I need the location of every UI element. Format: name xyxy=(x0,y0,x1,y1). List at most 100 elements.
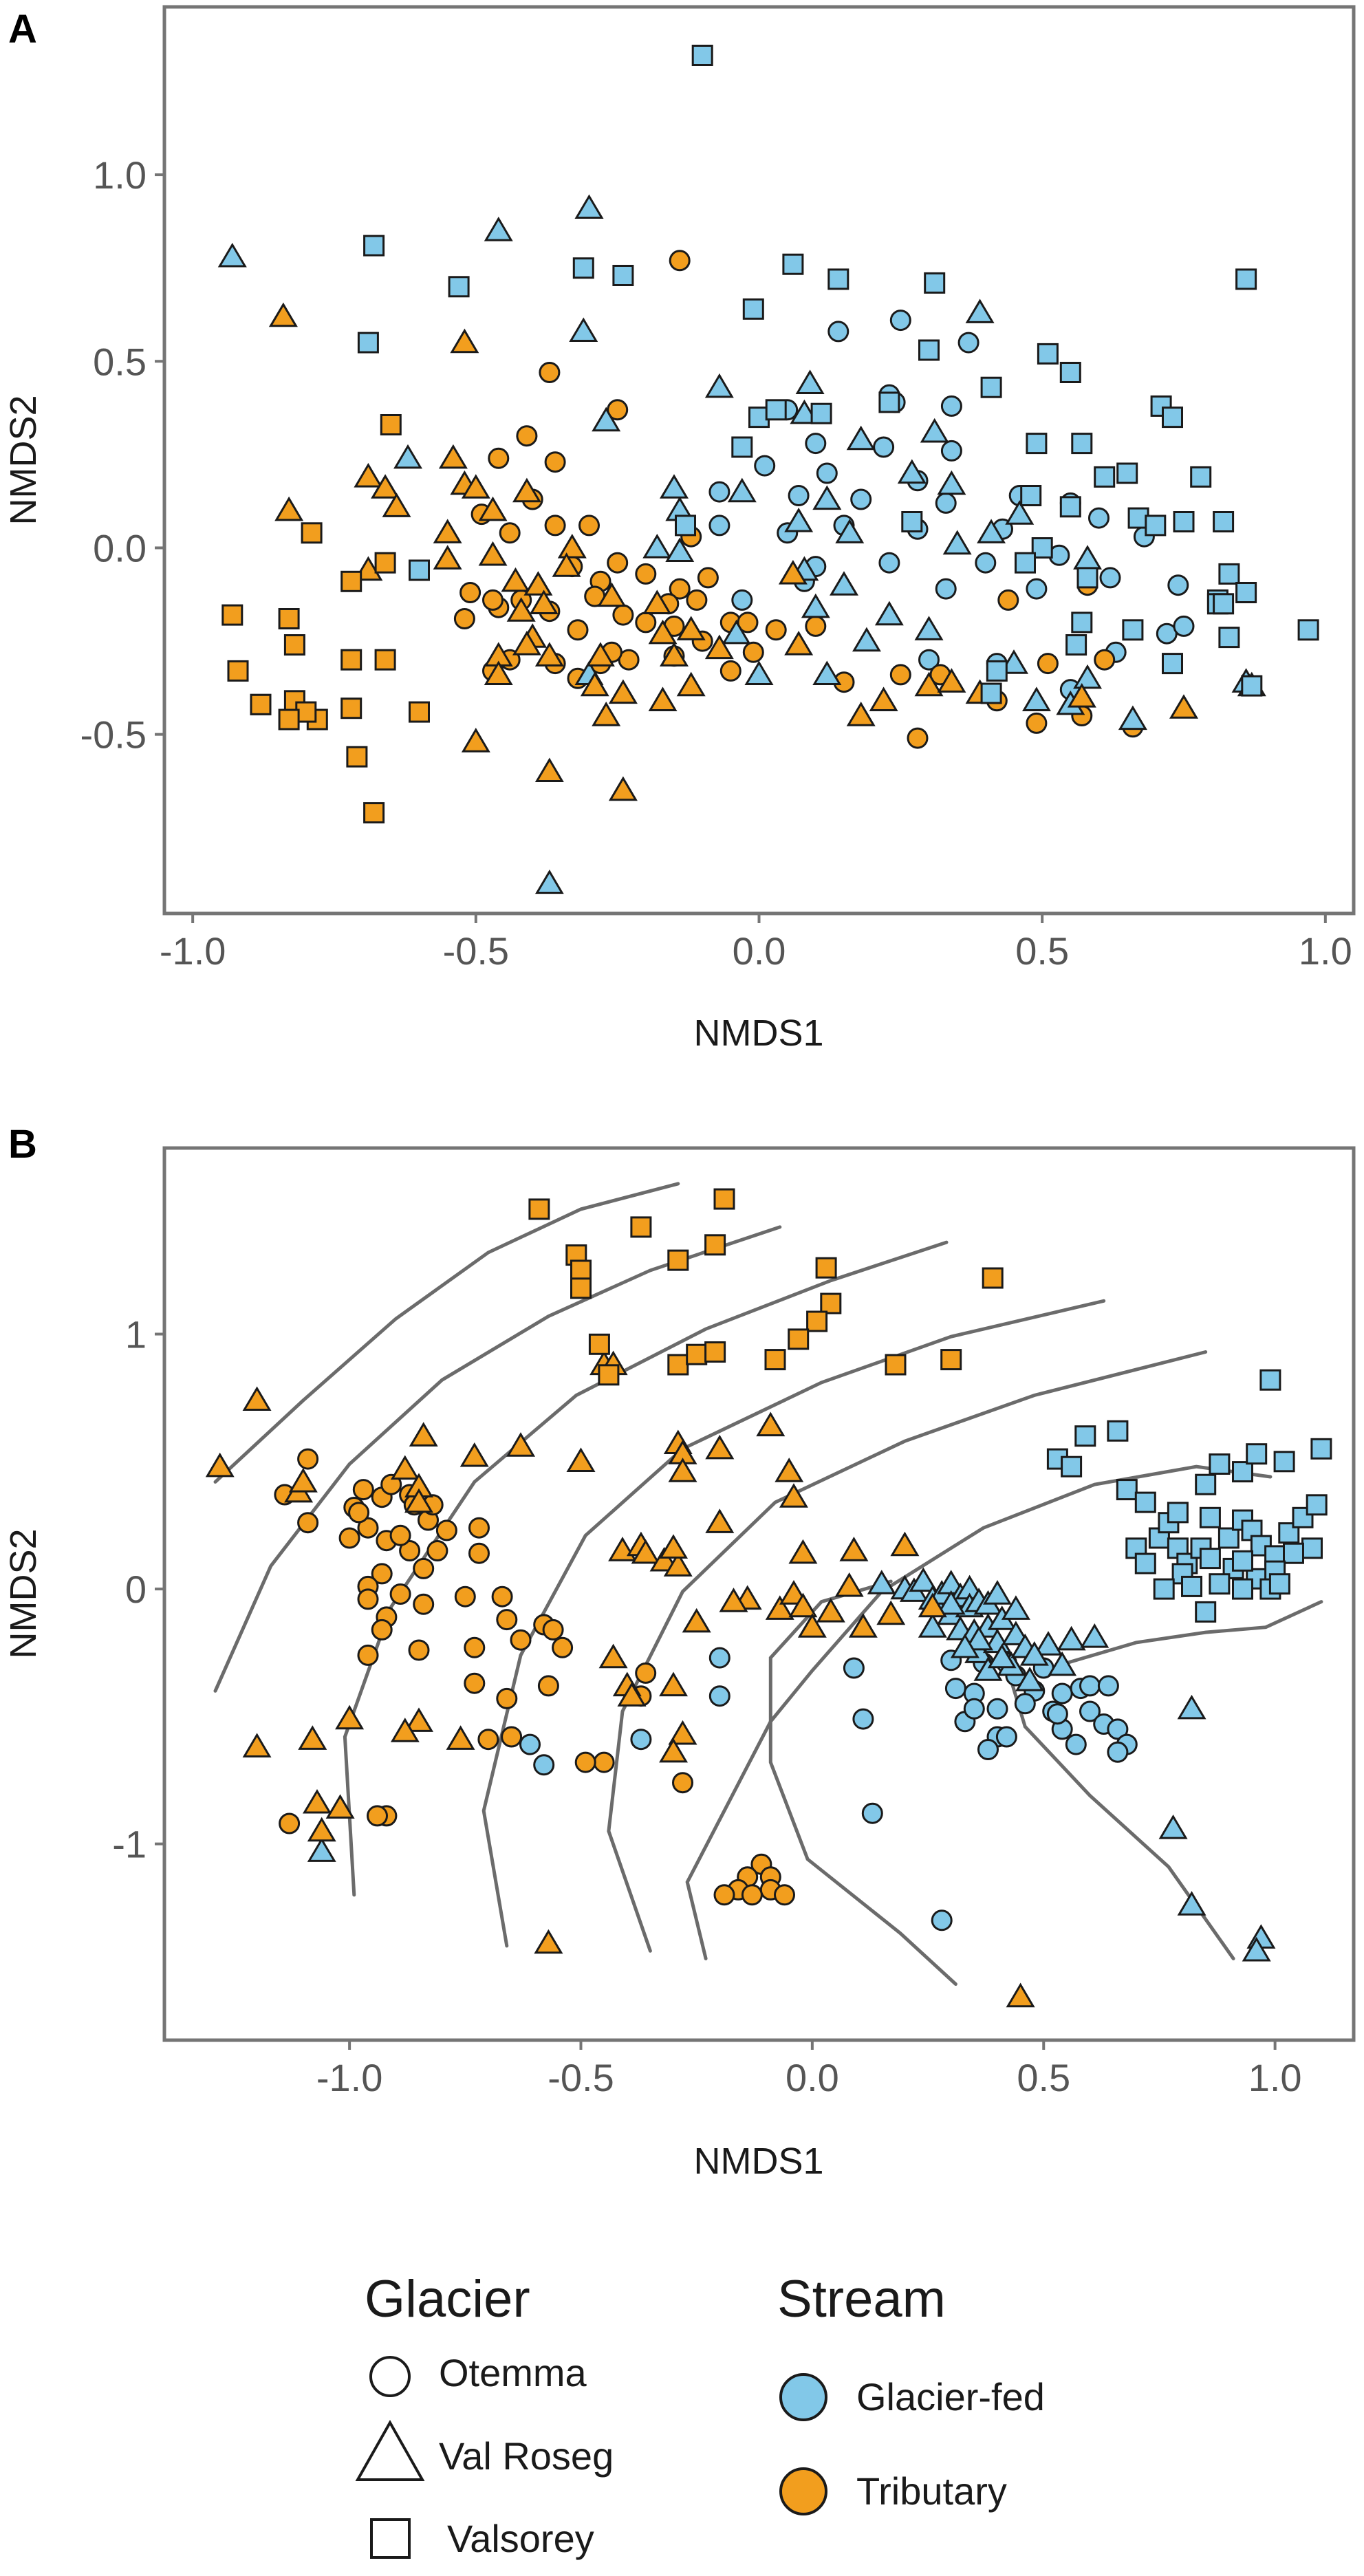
legend-glacier-title: Glacier xyxy=(365,2270,530,2328)
panel-a-square-point xyxy=(675,515,696,537)
panel-b-square-point xyxy=(1195,1601,1217,1623)
panel-b-square-point xyxy=(1259,1369,1281,1391)
panel-a-triangle-point xyxy=(914,616,944,640)
panel-b-triangle-point xyxy=(1048,1651,1077,1676)
panel-b-triangle-point xyxy=(918,1613,947,1638)
panel-b-triangle-point xyxy=(534,1929,563,1954)
panel-b-plot-frame xyxy=(162,1146,1356,2042)
panel-a-triangle-point xyxy=(829,571,859,596)
panel-a-triangle-point xyxy=(801,593,830,618)
panel-a-triangle-point xyxy=(371,474,400,499)
panel-a-circle-point xyxy=(516,425,538,447)
panel-a-triangle-point xyxy=(914,671,944,697)
panel-a-triangle-point xyxy=(795,369,825,394)
panel-a-square-point xyxy=(742,298,764,320)
panel-a-triangle-point xyxy=(354,462,383,488)
panel-b-triangle-point xyxy=(705,1434,735,1460)
panel-a-letter: A xyxy=(8,7,37,52)
panel-a-circle-point xyxy=(635,611,657,634)
panel-a-square-point xyxy=(346,746,368,768)
legend-glacier-fed-swatch xyxy=(779,2373,827,2421)
panel-a-square-point xyxy=(810,402,832,424)
legend-otemma-label: Otemma xyxy=(439,2351,587,2394)
panel-b-triangle-point xyxy=(834,1572,864,1597)
panel-a-triangle-point xyxy=(1073,545,1103,570)
panel-b-y-tick-label: 1 xyxy=(125,1313,147,1356)
panel-a-circle-point xyxy=(940,440,962,462)
panel-a-square-point xyxy=(1071,611,1093,634)
panel-a-square-point xyxy=(1094,466,1116,488)
panel-b-triangle-point xyxy=(1015,1667,1045,1691)
panel-a-square-point xyxy=(1015,552,1036,574)
panel-a-circle-point xyxy=(635,563,657,585)
panel-b-x-axis-label: NMDS1 xyxy=(693,2141,823,2182)
panel-b-square-point xyxy=(885,1354,907,1376)
panel-b-circle-point xyxy=(477,1729,499,1751)
panel-b-triangle-point xyxy=(598,1643,628,1669)
panel-a-triangle-point xyxy=(512,477,541,503)
panel-a-circle-point xyxy=(827,321,849,343)
panel-b-triangle-point xyxy=(1019,1641,1049,1666)
panel-a-square-point xyxy=(986,660,1008,682)
panel-b-triangle-point xyxy=(390,1455,420,1480)
panel-b-square-point xyxy=(788,1328,810,1350)
panel-a-triangle-point xyxy=(574,194,604,219)
panel-b-square-point xyxy=(1268,1573,1290,1595)
panel-b-triangle-point xyxy=(867,1570,896,1594)
panel-a-circle-point xyxy=(805,615,827,637)
panel-a-triangle-point xyxy=(501,567,530,592)
panel-b-circle-point xyxy=(542,1619,564,1641)
panel-b-square-point xyxy=(1134,1491,1156,1513)
panel-b-triangle-point xyxy=(950,1633,979,1658)
panel-b-triangle-point xyxy=(307,1817,336,1842)
panel-a-circle-point xyxy=(1099,567,1121,589)
panel-a-triangle-point xyxy=(812,485,842,510)
panel-b-square-point xyxy=(1273,1451,1295,1473)
panel-b-circle-point xyxy=(297,1512,319,1534)
panel-b-triangle-point xyxy=(459,1442,489,1467)
panel-a-square-point xyxy=(278,608,300,629)
panel-b-circle-point xyxy=(713,1884,735,1906)
panel-b-triangle-point xyxy=(566,1447,596,1472)
panel-b-contour-line xyxy=(213,1225,782,1693)
panel-a-square-point xyxy=(731,436,753,458)
panel-a-triangle-point xyxy=(1169,694,1199,719)
panel-a-triangle-point xyxy=(659,474,689,499)
panel-b-circle-point xyxy=(1014,1693,1036,1715)
panel-b-circle-point xyxy=(861,1802,883,1824)
panel-a-circle-point xyxy=(878,552,900,574)
panel-a-triangle-point xyxy=(920,418,949,443)
panel-a-square-point xyxy=(782,253,804,275)
panel-a-square-point xyxy=(1241,675,1263,697)
panel-b-triangle-point xyxy=(839,1537,869,1561)
panel-b-triangle-point xyxy=(682,1608,711,1633)
panel-a-square-point xyxy=(1122,619,1144,641)
panel-a-triangle-point xyxy=(676,616,706,640)
panel-b-triangle-point xyxy=(409,1422,438,1447)
panel-a-triangle-point xyxy=(523,571,553,596)
panel-b-circle-point xyxy=(357,1588,379,1610)
panel-b-square-point xyxy=(764,1349,786,1371)
panel-b-triangle-point xyxy=(890,1531,920,1557)
panel-a-triangle-point xyxy=(438,444,468,469)
panel-b-circle-point xyxy=(464,1636,486,1658)
panel-b-square-point xyxy=(1310,1438,1332,1460)
panel-a-square-point xyxy=(691,45,713,66)
panel-a-triangle-point xyxy=(478,541,508,566)
panel-a-triangle-point xyxy=(529,589,559,614)
panel-a-triangle-point xyxy=(552,552,581,577)
panel-b-square-point xyxy=(1074,1425,1096,1447)
panel-b-triangle-point xyxy=(325,1794,355,1819)
panel-b-triangle-point xyxy=(205,1452,235,1478)
panel-a-circle-point xyxy=(488,447,510,469)
panel-b-circle-point xyxy=(399,1540,421,1561)
panel-b-circle-point xyxy=(843,1657,865,1679)
panel-b-triangle-point xyxy=(1033,1631,1063,1656)
panel-a-triangle-point xyxy=(450,328,479,354)
legend-square-marker xyxy=(370,2518,411,2559)
panel-b-triangle-point xyxy=(663,1552,693,1577)
panel-a-circle-point xyxy=(708,481,730,503)
panel-b-circle-point xyxy=(519,1733,541,1755)
panel-a-y-tick-label: 0.0 xyxy=(93,526,147,570)
panel-a-square-point xyxy=(409,701,430,723)
